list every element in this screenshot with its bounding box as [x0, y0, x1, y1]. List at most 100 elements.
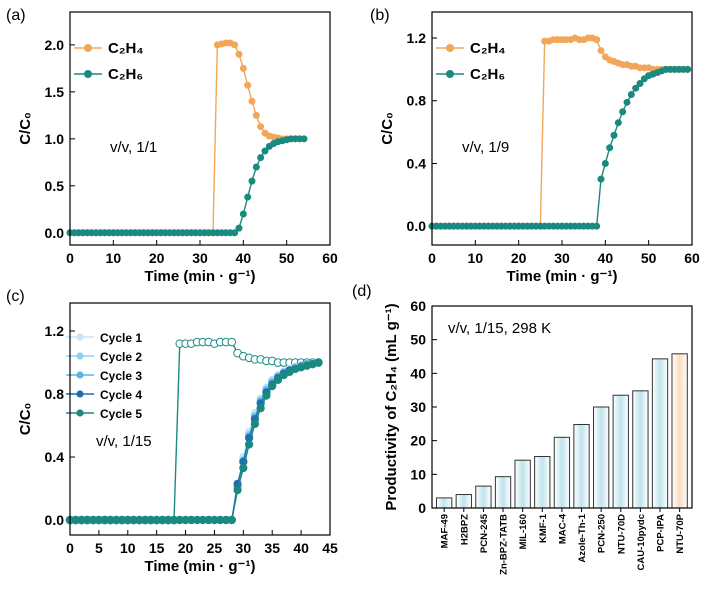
x-category-label: Azole-Th-1 — [577, 513, 588, 562]
legend-label: C₂H₆ — [108, 66, 143, 83]
annotation: v/v, 1/9 — [462, 139, 509, 156]
y-tick-label: 20 — [410, 433, 426, 449]
series-cycle-5 — [65, 358, 323, 525]
legend: C₂H₄ C₂H₆ — [74, 40, 143, 83]
x-tick-label: 60 — [684, 250, 700, 266]
y-tick-label: 1.2 — [45, 323, 65, 339]
legend-label: Cycle 2 — [100, 350, 142, 364]
legend-label: Cycle 1 — [100, 331, 142, 345]
data-point — [262, 391, 271, 400]
data-point — [233, 486, 242, 495]
y-tick-label: 0.0 — [407, 218, 427, 234]
legend-label: C₂H₆ — [470, 66, 505, 83]
data-point — [273, 375, 283, 384]
data-point — [606, 144, 614, 152]
annotation: v/v, 1/15 — [96, 433, 152, 450]
x-category-label: MAC-4 — [557, 513, 568, 544]
data-point — [601, 159, 609, 167]
annotation: v/v, 1/15, 298 K — [448, 320, 551, 337]
x-category-label: PCP-IPA — [656, 514, 667, 552]
annotation: v/v, 1/1 — [110, 139, 157, 156]
data-point — [227, 515, 236, 525]
plot-frame — [431, 11, 693, 246]
data-point — [244, 193, 252, 201]
x-tick-label: 45 — [322, 540, 338, 556]
series-c2h6 — [428, 65, 692, 230]
y-axis-title: C/C₀ — [17, 112, 34, 145]
data-point — [261, 147, 269, 155]
data-point — [250, 419, 259, 429]
y-tick-label: 10 — [410, 466, 426, 482]
x-tick-label: 10 — [106, 250, 122, 266]
bar-cau-10pydc — [632, 390, 649, 509]
y-tick-label: 50 — [410, 332, 426, 348]
panel-label: (a) — [6, 7, 26, 24]
panel-label: (d) — [352, 283, 372, 300]
legend-label: C₂H₄ — [108, 40, 143, 57]
x-axis-title: Time (min · g⁻¹) — [145, 268, 256, 285]
data-point — [619, 108, 627, 116]
plot-frame — [69, 11, 331, 246]
data-point — [252, 111, 260, 119]
data-point — [268, 382, 277, 391]
y-tick-label: 1.0 — [45, 131, 65, 147]
x-category-label: KMF-1 — [538, 513, 549, 543]
x-category-label: MAF-49 — [440, 514, 451, 548]
legend-marker — [446, 70, 454, 78]
legend-marker — [76, 371, 84, 379]
x-tick-label: 50 — [279, 250, 295, 266]
legend-marker — [84, 44, 92, 52]
x-category-label: CAU-10pydc — [636, 514, 647, 571]
x-tick-label: 30 — [192, 250, 208, 266]
x-tick-label: 30 — [554, 250, 570, 266]
y-tick-label: 1.5 — [45, 84, 65, 100]
y-tick-label: 0.4 — [45, 449, 65, 465]
plot-frame — [69, 302, 331, 536]
data-point — [245, 440, 254, 449]
data-point — [597, 175, 605, 183]
x-tick-label: 40 — [293, 540, 309, 556]
x-tick-label: 40 — [598, 250, 614, 266]
data-point — [227, 337, 237, 347]
x-tick-label: 20 — [178, 540, 194, 556]
bar-maf-49 — [436, 497, 453, 509]
x-tick-label: 20 — [511, 250, 527, 266]
data-point — [256, 404, 265, 413]
legend-marker — [446, 44, 454, 52]
x-tick-label: 10 — [468, 250, 484, 266]
series-line — [70, 138, 304, 234]
data-point — [597, 47, 605, 55]
x-category-label: NTU-70P — [675, 513, 686, 553]
data-point — [623, 98, 631, 106]
x-category-label: NTU-70D — [616, 514, 627, 554]
y-tick-label: 0 — [418, 500, 426, 516]
bar-pcn-245 — [475, 485, 492, 509]
data-point — [257, 123, 265, 131]
bar-h2bpz — [455, 494, 472, 509]
panel-a: (a) 0.0 0.5 1.0 1.5 2.0 0 10 20 30 40 50 60 Time (min… — [6, 7, 338, 285]
data-point — [314, 358, 323, 367]
data-point — [300, 135, 308, 143]
legend-marker — [76, 352, 84, 360]
y-tick-label: 60 — [410, 298, 426, 314]
x-category-label: MIL-160 — [518, 514, 529, 549]
data-point — [239, 64, 247, 72]
bar-pcn-250 — [592, 406, 610, 509]
series-c2h6 — [66, 135, 308, 237]
data-point — [235, 50, 243, 58]
data-point — [684, 65, 692, 73]
y-tick-label: 0.0 — [45, 512, 65, 528]
y-tick-label: 1.2 — [407, 30, 427, 46]
bar-kmf-1 — [534, 455, 551, 509]
bar-pcp-ipa — [651, 358, 669, 509]
y-axis-title: Productivity of C₂H₄ (mL g⁻¹) — [383, 303, 400, 510]
y-tick-label: 30 — [410, 399, 426, 415]
y-tick-label: 40 — [410, 365, 426, 381]
bar-ntu-70p — [671, 353, 688, 509]
legend: Cycle 1 Cycle 2 Cycle 3 Cycle 4 Cycle 5 — [66, 331, 142, 421]
x-tick-label: 40 — [236, 250, 252, 266]
x-tick-label: 20 — [149, 250, 165, 266]
series-c2h4 — [428, 34, 692, 230]
